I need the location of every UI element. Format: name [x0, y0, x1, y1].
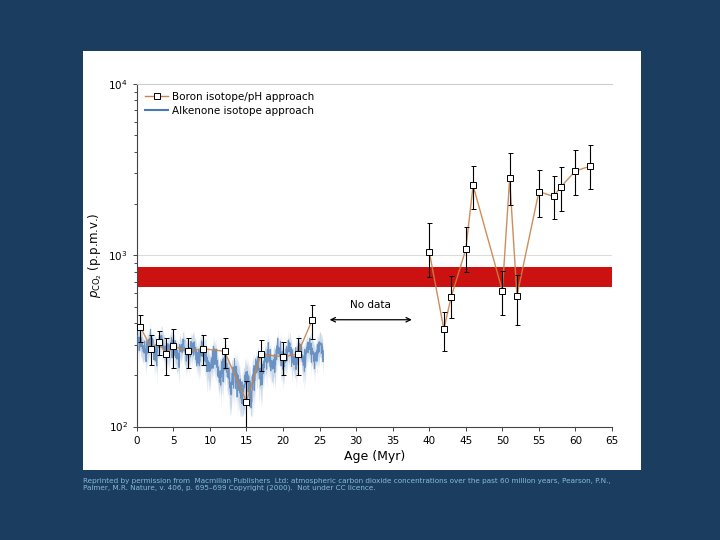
- Y-axis label: $p_{\mathrm{CO_2}}$ (p.p.m.v.): $p_{\mathrm{CO_2}}$ (p.p.m.v.): [86, 212, 104, 298]
- Text: Reprinted by permission from  Macmillan Publishers  Ltd: atmospheric carbon diox: Reprinted by permission from Macmillan P…: [83, 478, 611, 491]
- X-axis label: Age (Myr): Age (Myr): [343, 450, 405, 463]
- Legend: Boron isotope/pH approach, Alkenone isotope approach: Boron isotope/pH approach, Alkenone isot…: [142, 89, 318, 119]
- Bar: [137, 267, 612, 287]
- Text: No data: No data: [351, 300, 391, 310]
